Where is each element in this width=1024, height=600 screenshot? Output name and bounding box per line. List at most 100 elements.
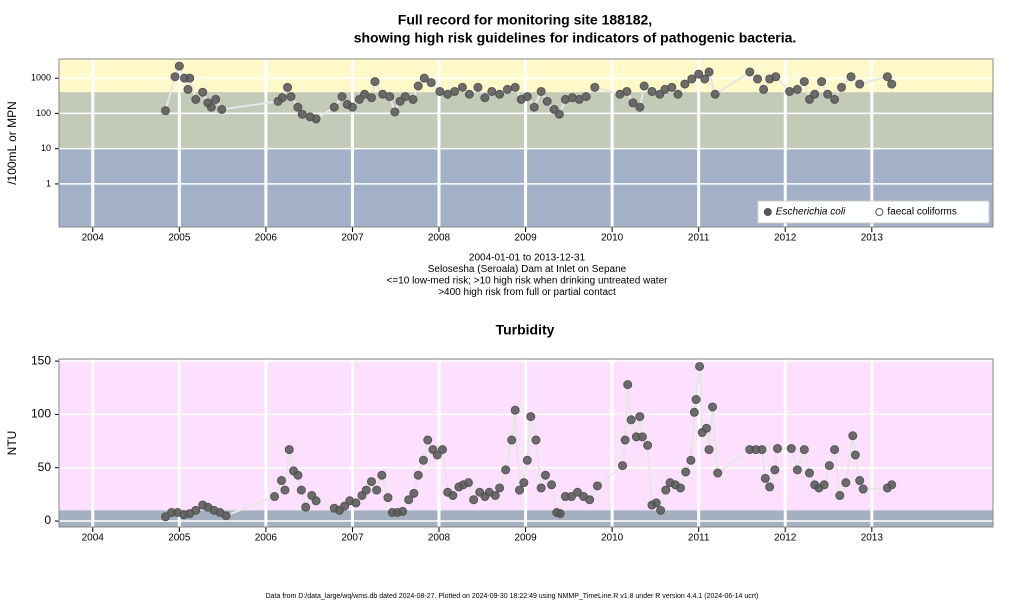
data-point	[855, 79, 865, 89]
data-point	[792, 465, 802, 475]
data-point	[651, 498, 661, 508]
data-point	[423, 435, 433, 445]
legend-marker	[875, 208, 884, 216]
x-tick-label: 2011	[688, 533, 710, 544]
x-tick-label: 2010	[601, 233, 624, 244]
data-point	[792, 84, 802, 94]
x-tick-label: 2008	[428, 233, 451, 244]
data-point	[708, 402, 718, 412]
x-tick-label: 2011	[688, 233, 710, 244]
data-point	[837, 82, 847, 92]
data-point	[385, 92, 395, 102]
data-point	[463, 478, 473, 488]
data-point	[846, 72, 856, 82]
data-point	[566, 492, 576, 502]
data-point	[221, 511, 231, 521]
data-point	[296, 485, 306, 495]
x-tick-label: 2004	[82, 533, 105, 544]
data-point	[398, 506, 408, 516]
x-tick-label: 2006	[255, 533, 278, 544]
data-point	[198, 87, 208, 97]
data-point	[531, 435, 541, 445]
data-point	[635, 102, 645, 112]
data-point	[337, 92, 347, 102]
chart-title: Full record for monitoring site 188182,	[398, 12, 652, 28]
data-point	[370, 77, 380, 87]
data-point	[626, 415, 636, 425]
data-point	[786, 444, 796, 454]
data-point	[542, 96, 552, 106]
data-point	[639, 81, 649, 91]
data-point	[700, 74, 710, 84]
data-point	[522, 455, 532, 465]
data-point	[377, 470, 387, 480]
data-point	[301, 502, 311, 512]
data-point	[418, 455, 428, 465]
data-point	[473, 82, 483, 92]
data-point	[283, 82, 293, 92]
x-tick-label: 2009	[514, 233, 537, 244]
data-point	[770, 465, 780, 475]
data-point	[480, 93, 490, 103]
data-point	[510, 82, 520, 92]
data-point	[643, 440, 653, 450]
data-point	[887, 480, 897, 490]
data-point	[450, 86, 460, 96]
data-point	[628, 98, 638, 108]
data-point	[510, 405, 520, 415]
data-point	[372, 485, 382, 495]
data-point	[432, 450, 442, 460]
data-point	[667, 82, 677, 92]
data-point	[799, 77, 809, 87]
data-point	[656, 505, 666, 515]
data-point	[502, 84, 512, 94]
data-point	[835, 490, 845, 500]
data-point	[469, 495, 479, 505]
data-point	[585, 495, 595, 505]
data-point	[810, 89, 820, 99]
data-point	[573, 487, 583, 497]
data-point	[404, 495, 414, 505]
data-point	[217, 104, 227, 114]
note: <=10 low-med risk; >10 high risk when dr…	[387, 276, 669, 287]
data-point	[661, 485, 671, 495]
legend-box	[757, 200, 990, 224]
note: >400 high risk from full or partial cont…	[438, 287, 616, 298]
data-point	[170, 72, 180, 82]
data-point	[753, 74, 763, 84]
data-point	[819, 480, 829, 490]
data-point	[191, 94, 201, 104]
y-tick-label: 1	[46, 178, 51, 188]
data-point	[191, 505, 201, 515]
x-tick-label: 2008	[428, 533, 451, 544]
y-tick-label: 1000	[31, 73, 51, 83]
data-point	[347, 102, 357, 112]
x-tick-label: 2007	[341, 533, 364, 544]
data-point	[620, 435, 630, 445]
x-tick-label: 2013	[861, 233, 884, 244]
data-point	[759, 84, 769, 94]
data-point	[329, 102, 339, 112]
data-point	[448, 490, 458, 500]
data-point	[704, 67, 714, 77]
data-point	[383, 493, 393, 503]
data-point	[760, 473, 770, 483]
y-tick-label: 100	[31, 407, 51, 421]
data-point	[817, 77, 827, 87]
x-tick-label: 2004	[82, 233, 105, 244]
data-point	[206, 102, 216, 112]
data-point	[804, 468, 814, 478]
data-point	[426, 78, 436, 88]
data-point	[507, 435, 517, 445]
data-point	[701, 423, 711, 433]
x-tick-label: 2007	[341, 233, 364, 244]
x-tick-label: 2010	[601, 533, 624, 544]
data-point	[413, 81, 423, 91]
data-point	[419, 73, 429, 83]
data-point	[757, 445, 767, 455]
x-tick-label: 2005	[168, 233, 191, 244]
data-point	[515, 485, 525, 495]
x-tick-label: 2005	[168, 533, 191, 544]
